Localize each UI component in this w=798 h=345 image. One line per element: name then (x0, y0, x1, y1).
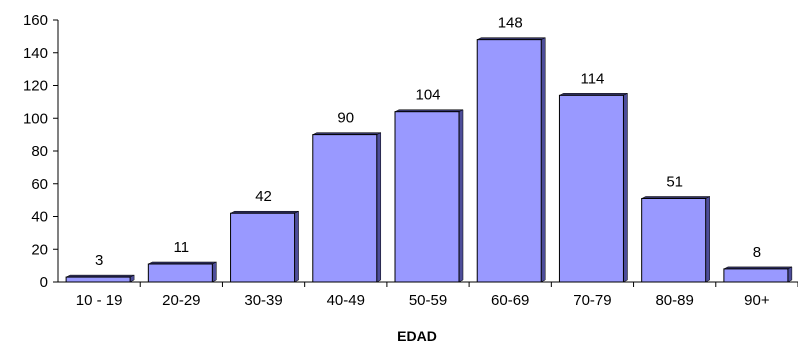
data-label: 11 (174, 239, 190, 256)
y-axis: 0 20 40 60 80 100 120 140 160 (23, 12, 59, 291)
y-tick-label: 100 (23, 110, 48, 127)
data-label: 8 (753, 244, 761, 261)
bar (147, 261, 217, 283)
x-tick-label: 80-89 (655, 292, 693, 309)
bar (312, 132, 382, 283)
y-tick-label: 60 (31, 176, 48, 193)
y-tick-label: 140 (23, 45, 48, 62)
bars (65, 37, 793, 283)
bar (230, 210, 299, 283)
bar-face (476, 39, 542, 283)
data-label: 148 (498, 15, 523, 32)
bar-side (705, 196, 710, 283)
data-label: 104 (415, 87, 440, 104)
data-label: 90 (337, 110, 354, 127)
y-tick-label: 40 (31, 209, 48, 226)
bar-side (294, 210, 299, 283)
bar-face (641, 197, 707, 283)
bar (558, 92, 628, 283)
bar-face (312, 134, 378, 283)
x-axis-title: EDAD (397, 328, 437, 344)
y-tick-label: 120 (23, 78, 48, 95)
bar-side (787, 266, 793, 283)
x-axis: 10 - 19 20-29 30-39 40-49 50-59 60-69 70-79 80-… (58, 281, 798, 309)
bar-face (65, 276, 131, 283)
x-tick-label: 60-69 (491, 292, 529, 309)
bar-side (540, 37, 546, 283)
bar (476, 37, 546, 283)
bar-face (230, 212, 296, 283)
data-label: 42 (255, 188, 272, 205)
y-tick-label: 80 (31, 143, 48, 160)
x-tick-label: 50-59 (409, 292, 447, 309)
x-tick-label: 10 - 19 (76, 292, 123, 309)
bar-side (458, 109, 464, 283)
bar (65, 274, 135, 283)
bar-face (558, 94, 624, 283)
x-tick-label: 70-79 (573, 292, 611, 309)
y-tick-label: 20 (31, 241, 48, 258)
x-tick-label: 40-49 (327, 292, 365, 309)
x-tick-label: 30-39 (244, 292, 282, 309)
data-label: 3 (95, 252, 103, 269)
bar (723, 266, 793, 283)
x-tick-label: 20-29 (162, 292, 200, 309)
bar (641, 196, 710, 283)
y-tick-label: 0 (40, 274, 48, 291)
data-labels: 3 11 42 90 104 148 114 51 8 (95, 15, 761, 269)
bar (394, 109, 464, 283)
data-label: 114 (580, 70, 604, 87)
bar-face (723, 268, 789, 283)
y-tick-label: 160 (23, 12, 48, 29)
bar-face (394, 111, 460, 283)
bar-side (623, 92, 628, 283)
data-label: 51 (666, 173, 683, 190)
bar-side (376, 132, 382, 283)
bar-side (212, 261, 217, 283)
bar-face (147, 263, 213, 283)
x-tick-label: 90+ (744, 292, 770, 309)
